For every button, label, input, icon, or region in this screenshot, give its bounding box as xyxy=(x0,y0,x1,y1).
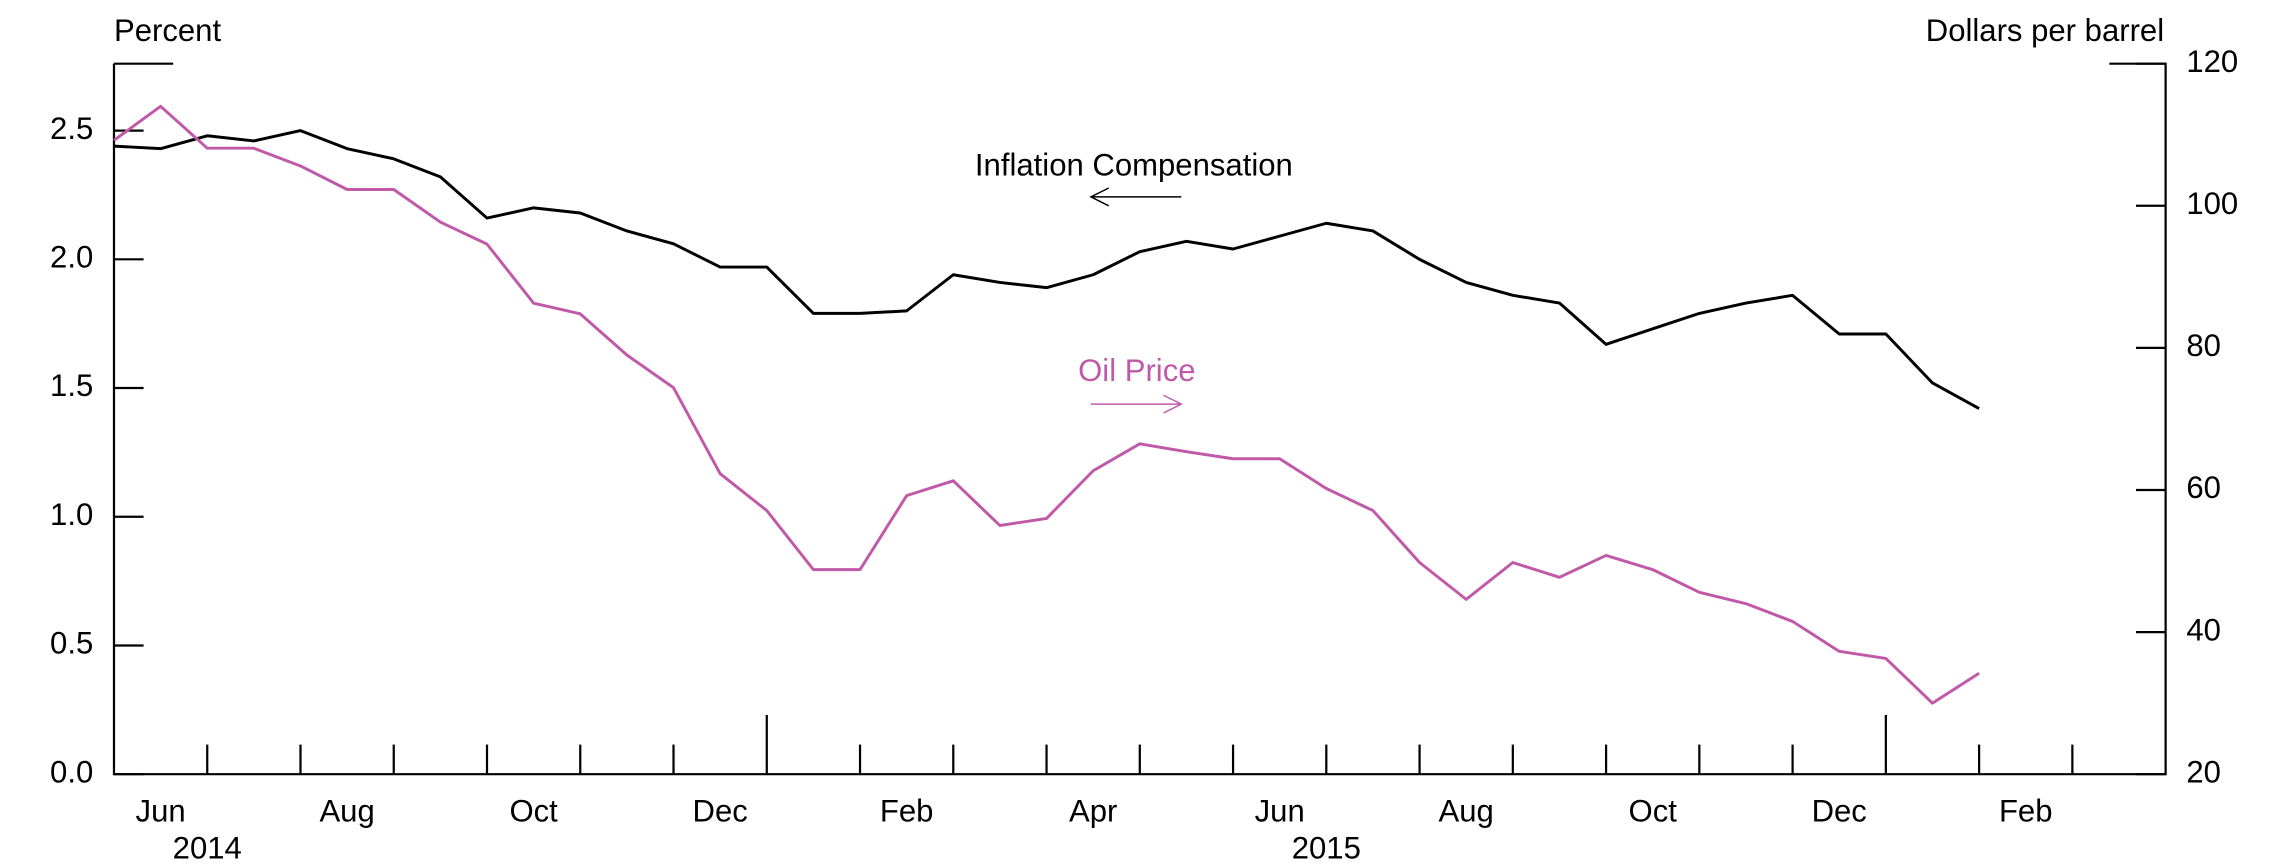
y2-tick-label: 80 xyxy=(2186,328,2221,363)
series-arrow xyxy=(1090,394,1183,414)
x-tick-label: Jun xyxy=(136,794,186,829)
x-tick-label: Oct xyxy=(1629,794,1678,829)
series-line xyxy=(113,104,1980,705)
y-axis-label: Percent xyxy=(114,13,221,48)
x-tick-label: Oct xyxy=(509,794,558,829)
y-tick-label: 1.5 xyxy=(50,368,93,403)
x-tick-label: Feb xyxy=(1999,794,2053,829)
x-tick-label: Dec xyxy=(1812,794,1867,829)
x-tick-label: Jun xyxy=(1255,794,1305,829)
series-label: Inflation Compensation xyxy=(975,147,1293,182)
y2-tick-label: 120 xyxy=(2186,44,2238,79)
y2-axis-label: Dollars per barrel xyxy=(1926,13,2164,48)
x-tick-label: Feb xyxy=(880,794,934,829)
y-tick-label: 2.0 xyxy=(50,240,93,275)
y-tick-label: 0.0 xyxy=(50,754,93,789)
y2-tick-label: 60 xyxy=(2186,470,2221,505)
year-label: 2015 xyxy=(1292,831,1361,866)
x-tick-label: Aug xyxy=(1439,794,1494,829)
y2-tick-label: 100 xyxy=(2186,186,2238,221)
y2-tick-label: 40 xyxy=(2186,612,2221,647)
x-tick-label: Apr xyxy=(1069,794,1117,829)
y2-tick-label: 20 xyxy=(2186,754,2221,789)
y-tick-label: 2.5 xyxy=(50,111,93,146)
x-tick-label: Dec xyxy=(693,794,748,829)
y-tick-label: 1.0 xyxy=(50,497,93,532)
year-label: 2014 xyxy=(173,831,242,866)
y-tick-label: 0.5 xyxy=(50,626,93,661)
x-tick-label: Aug xyxy=(319,794,374,829)
series-arrow xyxy=(1089,187,1182,207)
series-label: Oil Price xyxy=(1078,353,1195,388)
series-line xyxy=(113,129,1980,410)
